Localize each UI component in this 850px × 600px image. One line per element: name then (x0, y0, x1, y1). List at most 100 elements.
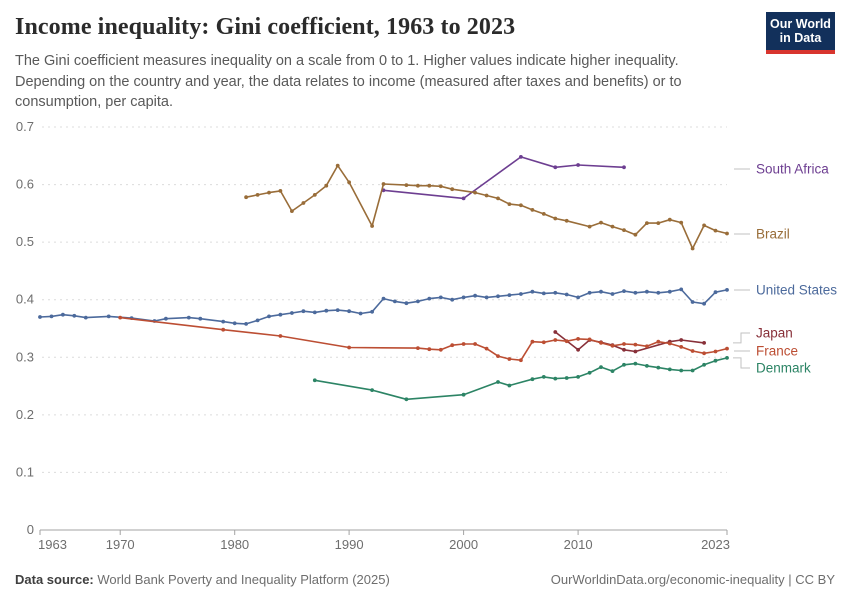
data-point-united-states (301, 309, 306, 314)
data-point-united-states (416, 299, 420, 304)
data-point-denmark (541, 375, 546, 379)
data-point-france (599, 341, 603, 345)
data-point-denmark (312, 378, 317, 383)
data-point-france (347, 345, 351, 350)
data-point-brazil (416, 183, 420, 188)
data-point-france (473, 342, 477, 346)
data-point-denmark (507, 383, 512, 388)
data-point-united-states (587, 290, 592, 295)
data-point-brazil (599, 220, 603, 225)
data-point-brazil (278, 189, 283, 193)
chart-subtitle: The Gini coefficient measures inequality… (15, 51, 835, 113)
data-point-brazil (496, 196, 500, 201)
data-source-label: Data source: (15, 572, 94, 587)
data-point-united-states (496, 294, 500, 299)
data-point-united-states (370, 309, 374, 314)
data-point-denmark (553, 376, 558, 381)
data-point-japan (553, 330, 558, 334)
x-tick-label: 1970 (106, 537, 135, 552)
data-point-brazil (713, 228, 718, 233)
data-point-denmark (610, 369, 615, 373)
data-point-france (118, 315, 123, 320)
data-point-france (690, 349, 695, 353)
legend-connector-japan (733, 332, 750, 344)
data-point-united-states (393, 299, 397, 304)
data-point-france (461, 342, 466, 346)
data-point-united-states (290, 311, 294, 315)
data-point-france (496, 354, 500, 358)
data-point-japan (622, 347, 626, 352)
data-point-brazil (656, 221, 661, 226)
data-point-japan (679, 338, 684, 342)
data-point-united-states (312, 310, 317, 315)
legend-label-south-africa[interactable]: South Africa (756, 162, 829, 177)
data-point-denmark (645, 364, 649, 368)
x-tick-label: 2000 (449, 537, 478, 552)
data-point-south-africa (553, 165, 558, 170)
data-point-brazil (438, 184, 443, 189)
x-tick-label: 1980 (220, 537, 249, 552)
series-line-france (119, 316, 728, 362)
y-tick-label: 0.6 (16, 177, 34, 192)
legend-label-united-states[interactable]: United States (756, 283, 837, 298)
data-point-france (553, 338, 558, 342)
data-point-united-states (335, 308, 340, 312)
legend-label-denmark[interactable]: Denmark (756, 361, 811, 376)
y-tick-label: 0 (27, 522, 34, 537)
data-point-united-states (679, 287, 684, 292)
data-point-denmark (461, 392, 466, 397)
legend-label-japan[interactable]: Japan (756, 326, 793, 341)
data-point-united-states (610, 292, 615, 296)
y-tick-label: 0.3 (16, 349, 34, 364)
data-point-brazil (519, 203, 523, 208)
data-point-france (427, 347, 432, 352)
data-point-france (507, 357, 512, 361)
data-point-denmark (713, 358, 718, 363)
data-point-france (519, 358, 523, 363)
y-tick-label: 0.1 (16, 464, 34, 479)
data-point-france (587, 337, 592, 342)
data-point-brazil (645, 221, 649, 226)
data-source-value: World Bank Poverty and Inequality Platfo… (97, 572, 390, 587)
data-point-united-states (278, 312, 283, 317)
data-point-united-states (198, 316, 203, 321)
data-point-france (725, 346, 729, 351)
data-point-united-states (725, 288, 729, 292)
data-point-france (679, 345, 684, 349)
data-point-denmark (633, 361, 638, 366)
y-tick-label: 0.5 (16, 234, 34, 249)
data-point-united-states (106, 314, 111, 319)
attribution-link[interactable]: OurWorldinData.org/economic-inequality |… (550, 572, 835, 587)
logo-line-1: Our World (770, 16, 831, 31)
chart-footer: Data source: World Bank Poverty and Ineq… (15, 572, 835, 587)
data-point-france (278, 334, 283, 338)
data-point-united-states (347, 309, 351, 314)
data-point-brazil (553, 216, 558, 221)
data-point-united-states (244, 322, 249, 326)
data-point-united-states (358, 311, 363, 316)
logo-line-2: in Data (779, 31, 822, 45)
data-point-france (484, 346, 489, 351)
data-point-brazil (667, 217, 672, 222)
data-point-united-states (702, 301, 706, 306)
data-point-france (645, 344, 649, 349)
data-point-brazil (633, 232, 638, 237)
data-point-united-states (61, 312, 65, 317)
legend-label-france[interactable]: France (756, 344, 798, 359)
data-point-brazil (370, 224, 374, 228)
legend-connector-denmark (733, 357, 750, 369)
data-point-brazil (427, 183, 432, 188)
data-point-denmark (725, 356, 729, 360)
data-point-united-states (186, 315, 191, 320)
data-point-united-states (255, 318, 260, 323)
data-point-denmark (370, 388, 374, 392)
y-tick-label: 0.2 (16, 407, 34, 422)
data-point-united-states (72, 313, 77, 318)
data-point-brazil (450, 187, 455, 192)
legend-label-brazil[interactable]: Brazil (756, 227, 790, 242)
data-point-south-africa (519, 155, 523, 159)
data-point-united-states (38, 315, 42, 319)
data-point-united-states (267, 314, 271, 319)
